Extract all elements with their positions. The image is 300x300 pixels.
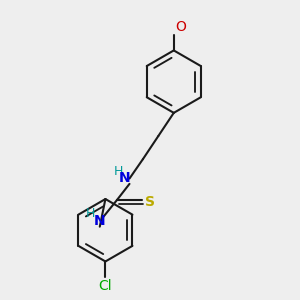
Text: O: O [175, 20, 186, 34]
Text: H: H [86, 206, 95, 220]
Text: N: N [118, 171, 130, 185]
Text: H: H [113, 165, 123, 178]
Text: Cl: Cl [99, 279, 112, 293]
Text: S: S [145, 195, 155, 209]
Text: N: N [94, 214, 106, 228]
